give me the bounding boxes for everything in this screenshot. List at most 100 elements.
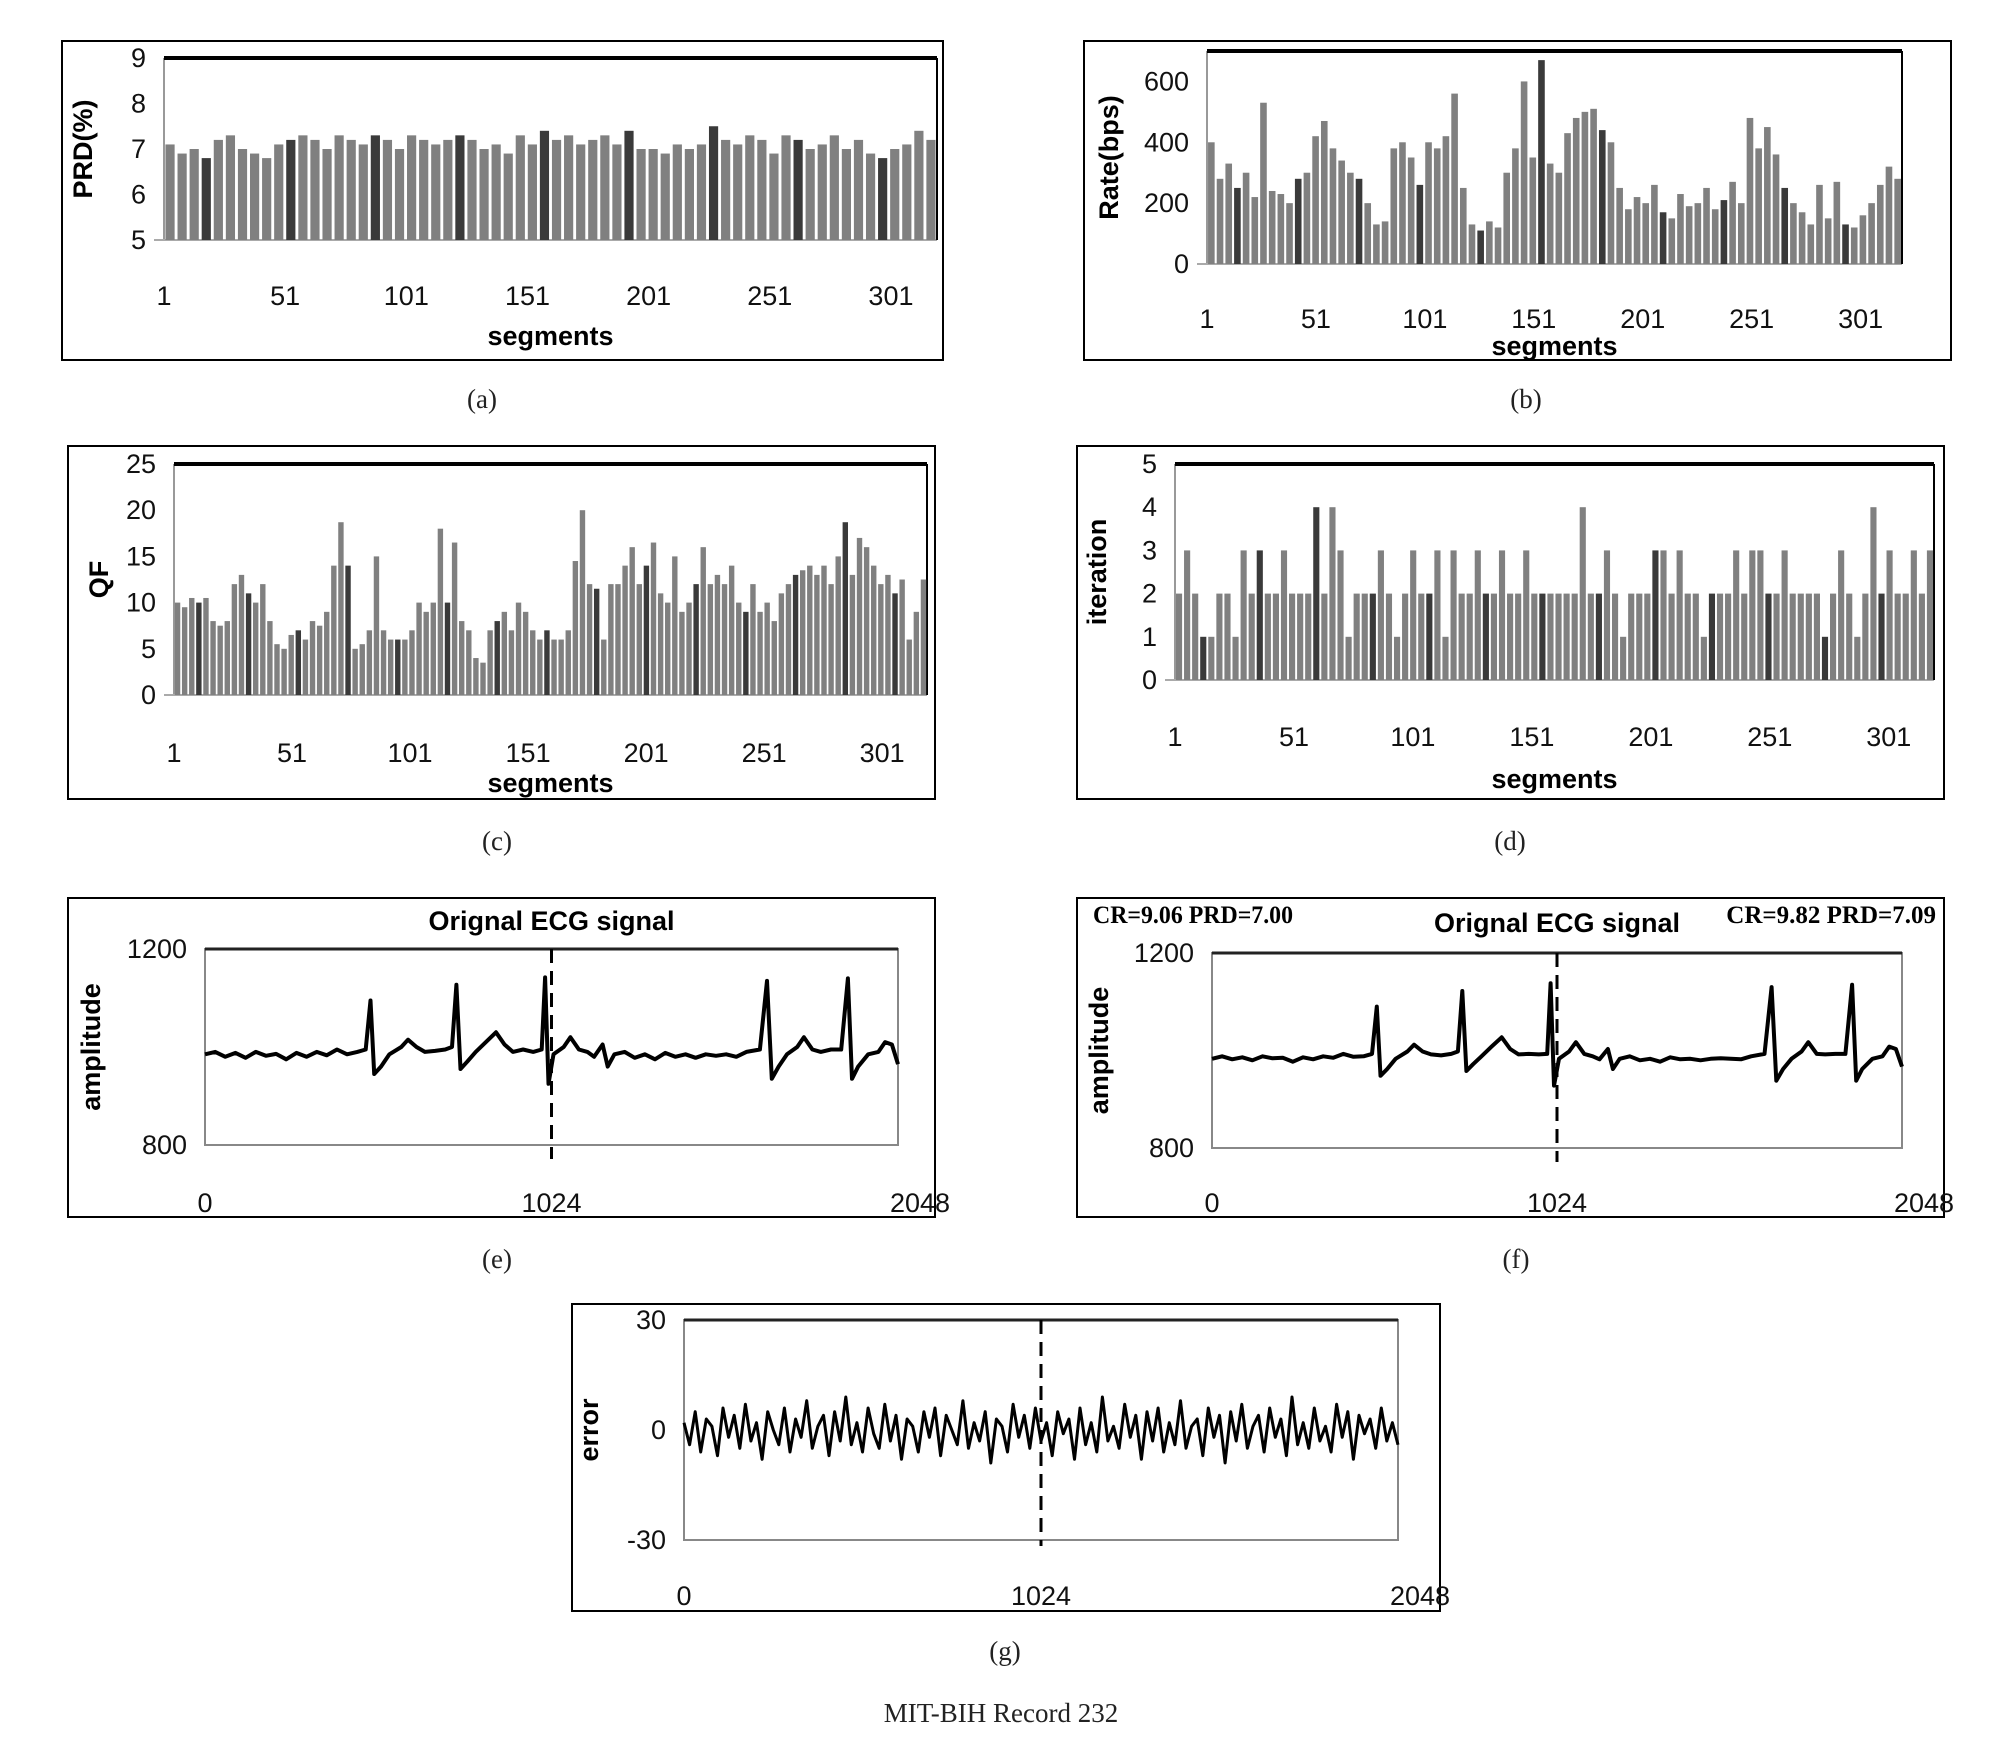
- y-tick-label: 0: [141, 680, 156, 710]
- bar: [841, 149, 852, 240]
- bar: [1523, 550, 1530, 680]
- bar: [636, 149, 646, 240]
- bar: [1572, 117, 1580, 264]
- bar: [1503, 172, 1511, 264]
- bar: [707, 584, 714, 695]
- bar: [1507, 593, 1514, 680]
- bar: [416, 602, 422, 695]
- bar: [1703, 187, 1710, 264]
- y-tick-label: 200: [1144, 188, 1189, 218]
- bar: [1926, 550, 1934, 680]
- bar: [1256, 550, 1263, 680]
- bar: [245, 593, 252, 695]
- bar: [1418, 593, 1425, 680]
- bar: [1781, 550, 1788, 680]
- bar: [1797, 593, 1804, 680]
- bar: [1546, 163, 1554, 264]
- bar: [1242, 172, 1250, 264]
- bar: [1878, 593, 1885, 680]
- bar: [1393, 636, 1401, 680]
- y-tick-label: 600: [1144, 66, 1189, 96]
- bar: [1764, 127, 1771, 264]
- bar: [1337, 550, 1344, 680]
- x-axis-title: segments: [1491, 764, 1617, 794]
- x-tick-label: 1: [1199, 304, 1214, 334]
- x-tick-label: 201: [1620, 304, 1665, 334]
- bar: [1426, 593, 1433, 680]
- bar: [1345, 636, 1352, 680]
- bar: [539, 130, 550, 240]
- x-tick-label: 2048: [890, 1188, 950, 1218]
- bar: [892, 593, 898, 695]
- bar: [1361, 593, 1368, 680]
- bar: [764, 602, 770, 695]
- bar: [906, 639, 912, 695]
- bar: [1668, 218, 1676, 264]
- bar: [814, 574, 820, 695]
- x-axis-title: segments: [487, 768, 613, 798]
- x-tick-label: 201: [624, 738, 669, 768]
- bar: [1264, 593, 1271, 680]
- bar: [608, 584, 614, 695]
- bar: [890, 149, 900, 240]
- bar: [286, 139, 296, 240]
- x-tick-label: 51: [1301, 304, 1331, 334]
- bar: [423, 611, 429, 695]
- bar: [624, 130, 634, 240]
- bar: [1677, 194, 1684, 264]
- y-tick-label: 800: [142, 1130, 187, 1160]
- panel-frame: [571, 1303, 1441, 1612]
- bar: [648, 149, 658, 240]
- bar: [225, 135, 236, 240]
- bar: [1868, 203, 1875, 264]
- y-axis-title: amplitude: [76, 983, 106, 1111]
- bar: [1850, 227, 1858, 264]
- bar: [914, 130, 924, 240]
- bar: [721, 584, 728, 695]
- bar: [1425, 142, 1432, 264]
- bar: [238, 574, 245, 695]
- bar: [672, 556, 678, 695]
- bar: [1765, 593, 1772, 680]
- bar: [1410, 550, 1417, 680]
- bar: [224, 621, 230, 695]
- bar: [835, 556, 841, 695]
- bar: [1581, 111, 1589, 264]
- bar: [1512, 148, 1519, 264]
- chart-title: Orignal ECG signal: [428, 906, 674, 936]
- bar: [1755, 148, 1762, 264]
- bar: [1402, 593, 1409, 680]
- bar: [1595, 593, 1602, 680]
- x-tick-label: 0: [197, 1188, 212, 1218]
- bar: [402, 639, 408, 695]
- bar: [1651, 184, 1658, 264]
- bar: [274, 144, 284, 240]
- bar: [1798, 212, 1806, 264]
- bar: [708, 126, 719, 240]
- x-tick-label: 151: [1511, 304, 1556, 334]
- x-tick-label: 2048: [1894, 1188, 1954, 1218]
- bar: [650, 542, 657, 695]
- bar: [382, 139, 393, 240]
- y-tick-label: 400: [1144, 127, 1189, 157]
- x-tick-label: 301: [860, 738, 905, 768]
- bar: [1313, 507, 1320, 680]
- y-tick-label: 5: [1142, 449, 1157, 479]
- bar: [920, 579, 927, 695]
- bar: [1369, 593, 1376, 680]
- panel-frame: [1083, 40, 1952, 361]
- bar: [380, 630, 387, 695]
- bar: [508, 630, 515, 695]
- bar: [1555, 593, 1562, 680]
- bar: [799, 570, 806, 695]
- bar: [1312, 136, 1319, 264]
- panel-frame: [67, 897, 936, 1218]
- bar: [455, 135, 465, 240]
- bar: [1474, 550, 1481, 680]
- bar: [781, 135, 791, 240]
- bar: [1289, 593, 1296, 680]
- bar: [443, 139, 453, 240]
- x-tick-label: 301: [1838, 304, 1883, 334]
